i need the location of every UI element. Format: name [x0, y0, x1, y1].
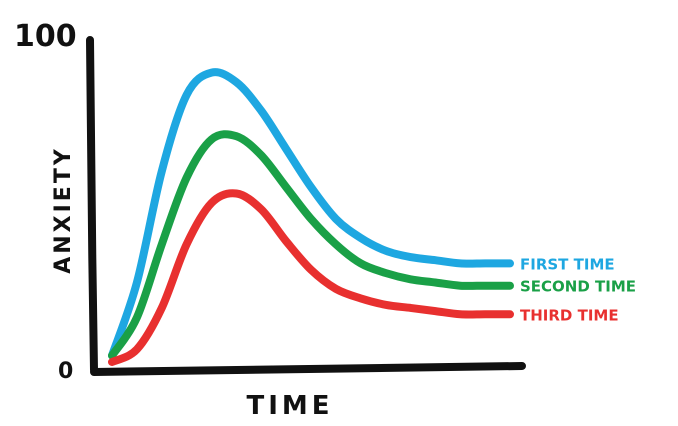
y-axis-line — [86, 36, 98, 374]
series-label-1: FIRST TIME — [520, 255, 615, 273]
series-lines — [108, 68, 514, 366]
y-tick-label-min: 0 — [58, 359, 73, 384]
x-axis-line — [90, 362, 526, 376]
y-axis-label: ANXIETY — [51, 146, 76, 274]
series-label-3: THIRD TIME — [520, 306, 619, 324]
axis-labels: TIME ANXIETY — [51, 146, 333, 421]
tick-labels: 0 100 — [14, 19, 77, 384]
series-label-2: SECOND TIME — [520, 278, 636, 296]
x-axis-label: TIME — [246, 391, 333, 421]
series-labels: FIRST TIME SECOND TIME THIRD TIME — [520, 255, 636, 324]
series-line-2 — [108, 130, 514, 360]
y-tick-label-max: 100 — [14, 19, 77, 54]
series-line-3 — [108, 189, 514, 366]
series-line-1 — [108, 68, 514, 360]
axes — [86, 36, 526, 376]
